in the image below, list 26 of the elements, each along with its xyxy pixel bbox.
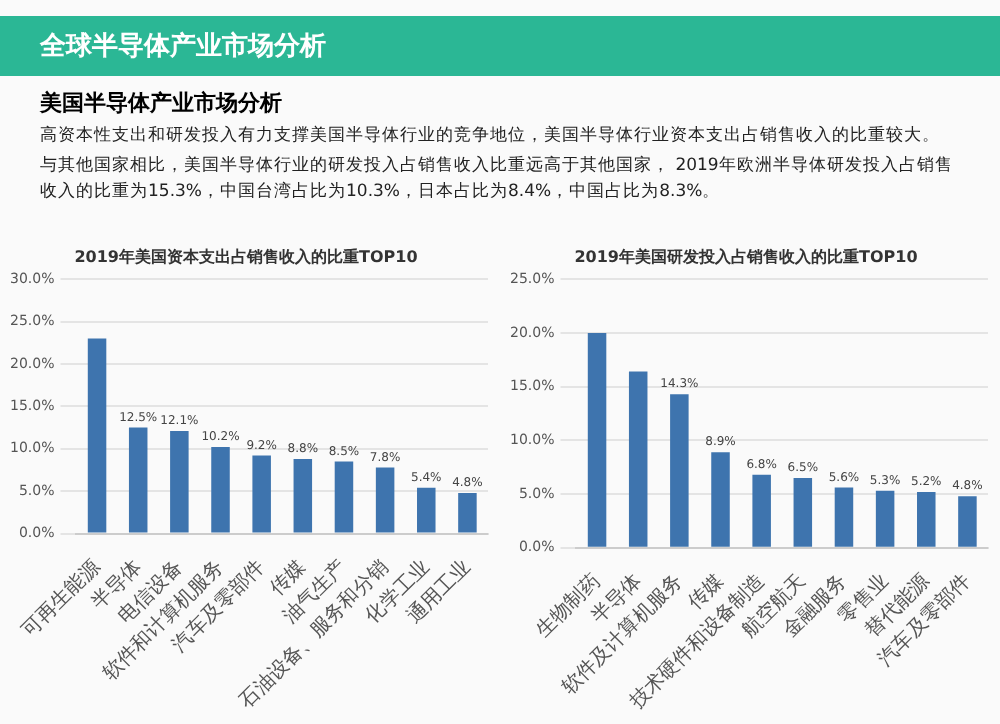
bar xyxy=(670,394,689,547)
bar xyxy=(293,458,313,533)
bar xyxy=(252,455,271,533)
bar xyxy=(458,492,477,533)
bar xyxy=(793,477,813,547)
chart-title: 2019年美国研发投入占销售收入的比重TOP10 xyxy=(574,245,919,266)
bar xyxy=(958,496,977,547)
bar xyxy=(170,431,189,533)
bar xyxy=(834,487,854,547)
bar xyxy=(375,467,395,533)
bar xyxy=(417,487,436,533)
bar xyxy=(128,427,148,533)
text: 全球半导体产业市场分析 xyxy=(0,16,1000,76)
bar xyxy=(875,490,895,547)
bar xyxy=(334,461,354,533)
chart-title: 2019年美国资本支出占销售收入的比重TOP10 xyxy=(74,245,419,266)
bar xyxy=(917,491,936,547)
text: 美国半导体产业市场分析 xyxy=(38,88,284,120)
text: 高资本性支出和研发投入有力支撑美国半导体行业的竞争地位，美国半导体行业资本支出占销售收入的比重较大。 xyxy=(38,123,942,150)
bar xyxy=(211,447,230,533)
text: 与其他国家相比，美国半导体行业的研发投入占销售收入比重远高于其他国家， 2019年欧洲半导体研发投入占销售收入的比重为15.3%，中国台湾占比为10.3%，日本占比为8.4%，中国占比为8.3%。 xyxy=(38,153,955,206)
bar xyxy=(628,371,648,547)
bar xyxy=(711,452,730,547)
bar xyxy=(587,332,607,547)
bar xyxy=(752,474,771,547)
bar xyxy=(87,338,107,533)
